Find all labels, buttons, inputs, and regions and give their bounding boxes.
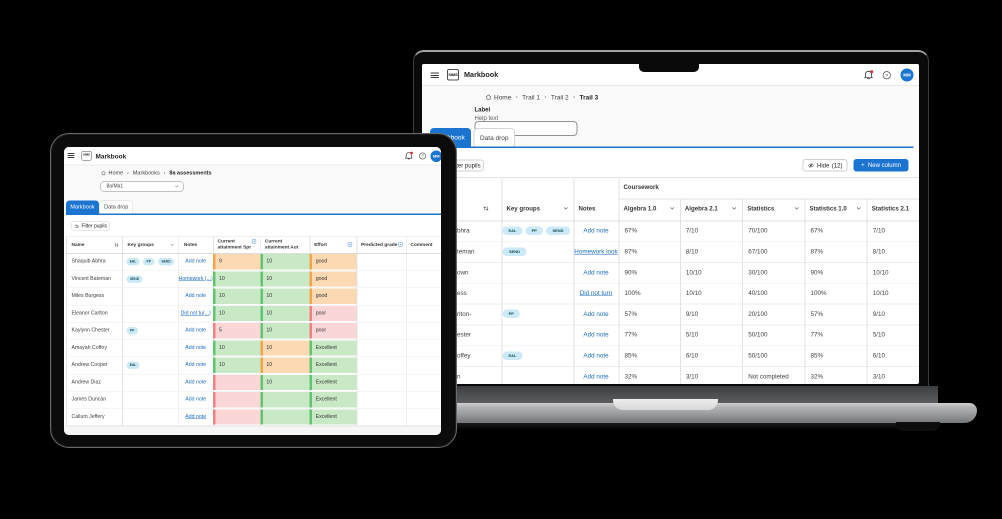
svg-text:?: ? (421, 153, 424, 158)
svg-text:?: ? (885, 73, 888, 79)
